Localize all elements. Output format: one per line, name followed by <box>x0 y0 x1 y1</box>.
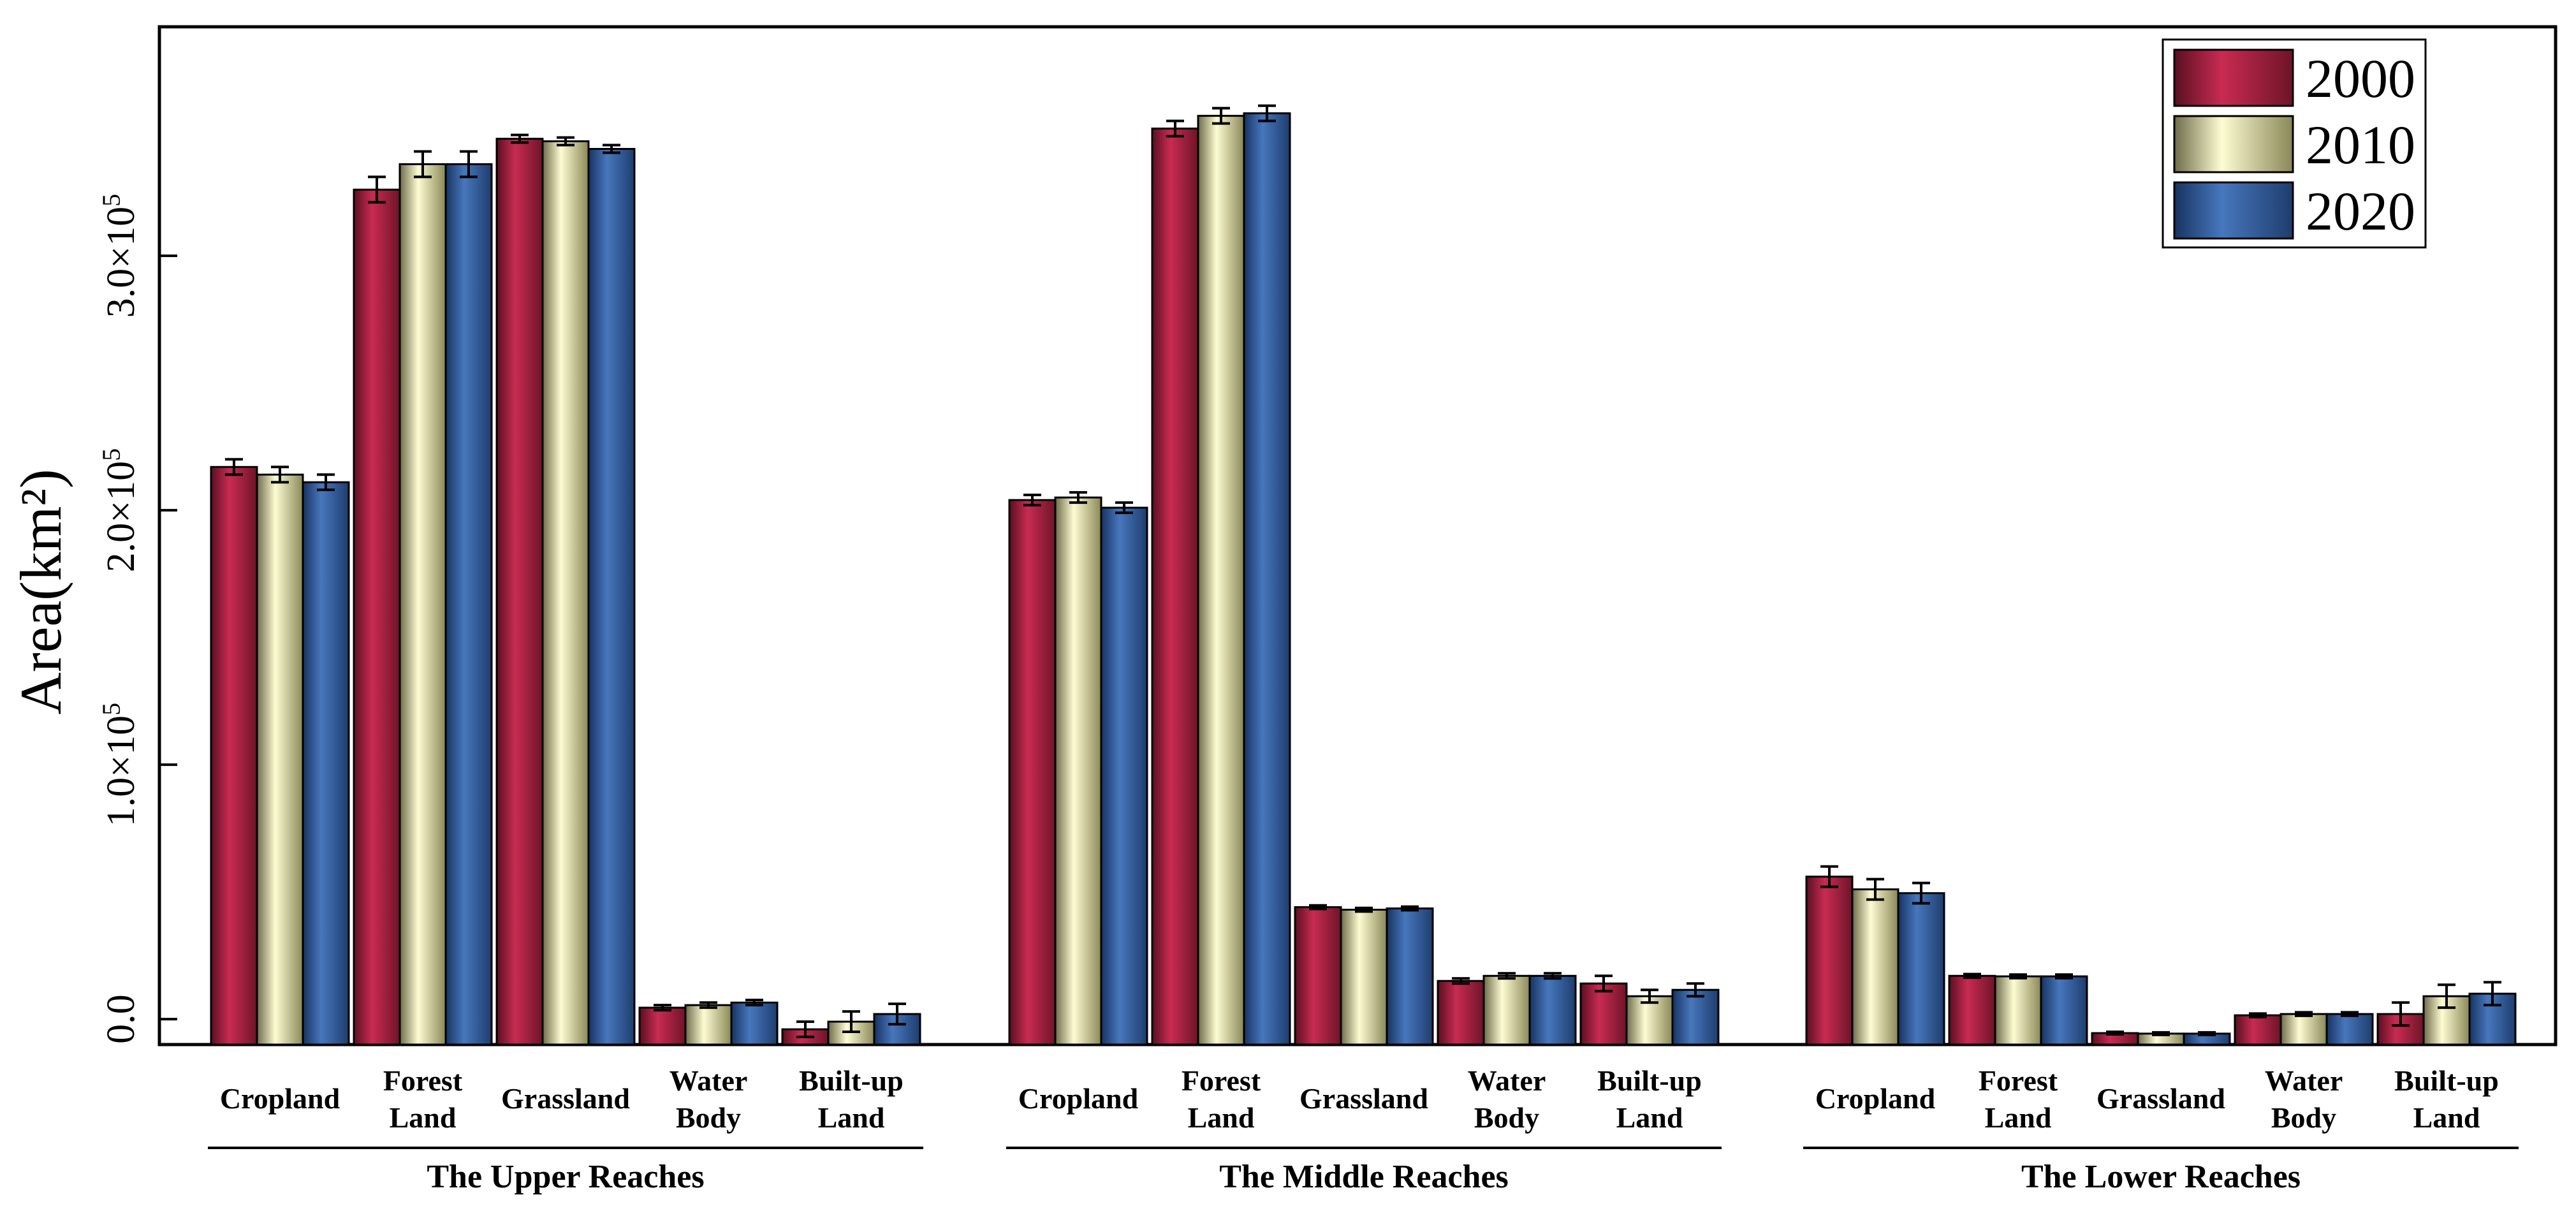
bar-2-1-0 <box>1948 974 1996 1046</box>
bar-2-1-1 <box>1994 975 2042 1046</box>
bar-0-2-0 <box>495 138 544 1046</box>
bar-1-1-0 <box>1151 128 1199 1046</box>
bar-0-0-1 <box>256 473 304 1046</box>
bar-0-1-2 <box>444 163 493 1046</box>
bar-1-1-1 <box>1197 115 1245 1046</box>
bars-layer <box>210 104 2517 1046</box>
bar-0-3-0 <box>638 1006 687 1046</box>
bar-0-2-1 <box>541 140 590 1046</box>
category-label: Forest <box>1979 1064 2058 1097</box>
category-label: Cropland <box>220 1082 340 1115</box>
bar-1-0-1 <box>1054 496 1102 1046</box>
y-tick-label: 1.0×105 <box>97 703 143 826</box>
category-label: Grassland <box>1299 1082 1428 1115</box>
bar-1-4-0 <box>1579 982 1628 1046</box>
legend-label: 2020 <box>2306 180 2415 242</box>
bar-0-1-0 <box>353 188 401 1046</box>
bar-1-2-1 <box>1340 909 1388 1046</box>
category-label: Land <box>1985 1101 2052 1134</box>
y-axis: 0.0 1.0×105 2.0×105 3.0×105 <box>97 194 177 1044</box>
bar-2-3-1 <box>2280 1013 2328 1046</box>
bar-1-0-2 <box>1100 506 1148 1046</box>
category-label: Water <box>670 1064 748 1097</box>
bar-0-1-1 <box>399 163 447 1046</box>
bar-1-3-2 <box>1528 974 1577 1046</box>
bar-2-0-2 <box>1897 892 1945 1046</box>
legend-swatch-2000 <box>2173 48 2294 107</box>
bar-0-0-2 <box>302 481 350 1046</box>
legend-swatch-2010 <box>2173 115 2294 173</box>
bar-2-0-0 <box>1805 876 1854 1046</box>
category-label: Grassland <box>2097 1082 2225 1115</box>
bar-1-2-2 <box>1386 907 1434 1046</box>
category-label: Built-up <box>1597 1064 1702 1097</box>
legend-label: 2010 <box>2306 114 2415 175</box>
group-label: The Middle Reaches <box>1219 1159 1509 1195</box>
category-label: Land <box>1188 1101 1255 1134</box>
legend-swatch-2020 <box>2173 181 2294 240</box>
group-label: The Upper Reaches <box>427 1159 704 1195</box>
bar-2-4-2 <box>2468 992 2517 1046</box>
bar-1-2-0 <box>1294 906 1342 1046</box>
bar-0-3-2 <box>730 1001 779 1046</box>
bar-2-1-2 <box>2040 975 2088 1046</box>
bar-2-3-2 <box>2325 1013 2374 1046</box>
category-label: Land <box>390 1101 457 1134</box>
bar-2-3-0 <box>2234 1014 2282 1046</box>
category-label: Water <box>1468 1064 1546 1097</box>
y-tick-label: 3.0×105 <box>97 194 143 318</box>
bar-1-3-1 <box>1482 974 1531 1046</box>
category-label: Built-up <box>2394 1064 2499 1097</box>
category-labels: Cropland Forest Land Grassland Water Body Buil… <box>208 1064 2519 1195</box>
bar-2-0-1 <box>1851 888 1899 1046</box>
y-axis-title: Area(km²) <box>8 469 73 714</box>
bar-0-2-2 <box>587 148 636 1046</box>
bar-0-0-0 <box>210 466 258 1046</box>
category-label: Grassland <box>501 1082 630 1115</box>
category-label: Cropland <box>1018 1082 1139 1115</box>
category-label: Body <box>2271 1101 2336 1134</box>
bar-0-3-1 <box>684 1004 733 1046</box>
group-label: The Lower Reaches <box>2021 1159 2301 1195</box>
category-label: Cropland <box>1815 1082 1936 1115</box>
category-label: Built-up <box>799 1064 904 1097</box>
category-label: Forest <box>1182 1064 1261 1097</box>
y-tick-label: 0.0 <box>99 994 143 1044</box>
category-label: Land <box>1616 1101 1683 1134</box>
legend-label: 2000 <box>2306 48 2415 109</box>
bar-1-3-0 <box>1437 980 1485 1046</box>
category-label: Body <box>676 1101 741 1134</box>
bar-1-1-2 <box>1243 112 1291 1046</box>
bar-0-4-2 <box>873 1013 921 1046</box>
y-tick-label: 2.0×105 <box>97 448 143 572</box>
category-label: Land <box>2413 1101 2480 1134</box>
category-label: Forest <box>383 1064 463 1097</box>
bar-1-0-0 <box>1008 499 1057 1046</box>
category-label: Land <box>818 1101 885 1134</box>
bar-1-4-2 <box>1671 988 1720 1046</box>
category-label: Water <box>2265 1064 2343 1097</box>
category-label: Body <box>1474 1101 1539 1134</box>
